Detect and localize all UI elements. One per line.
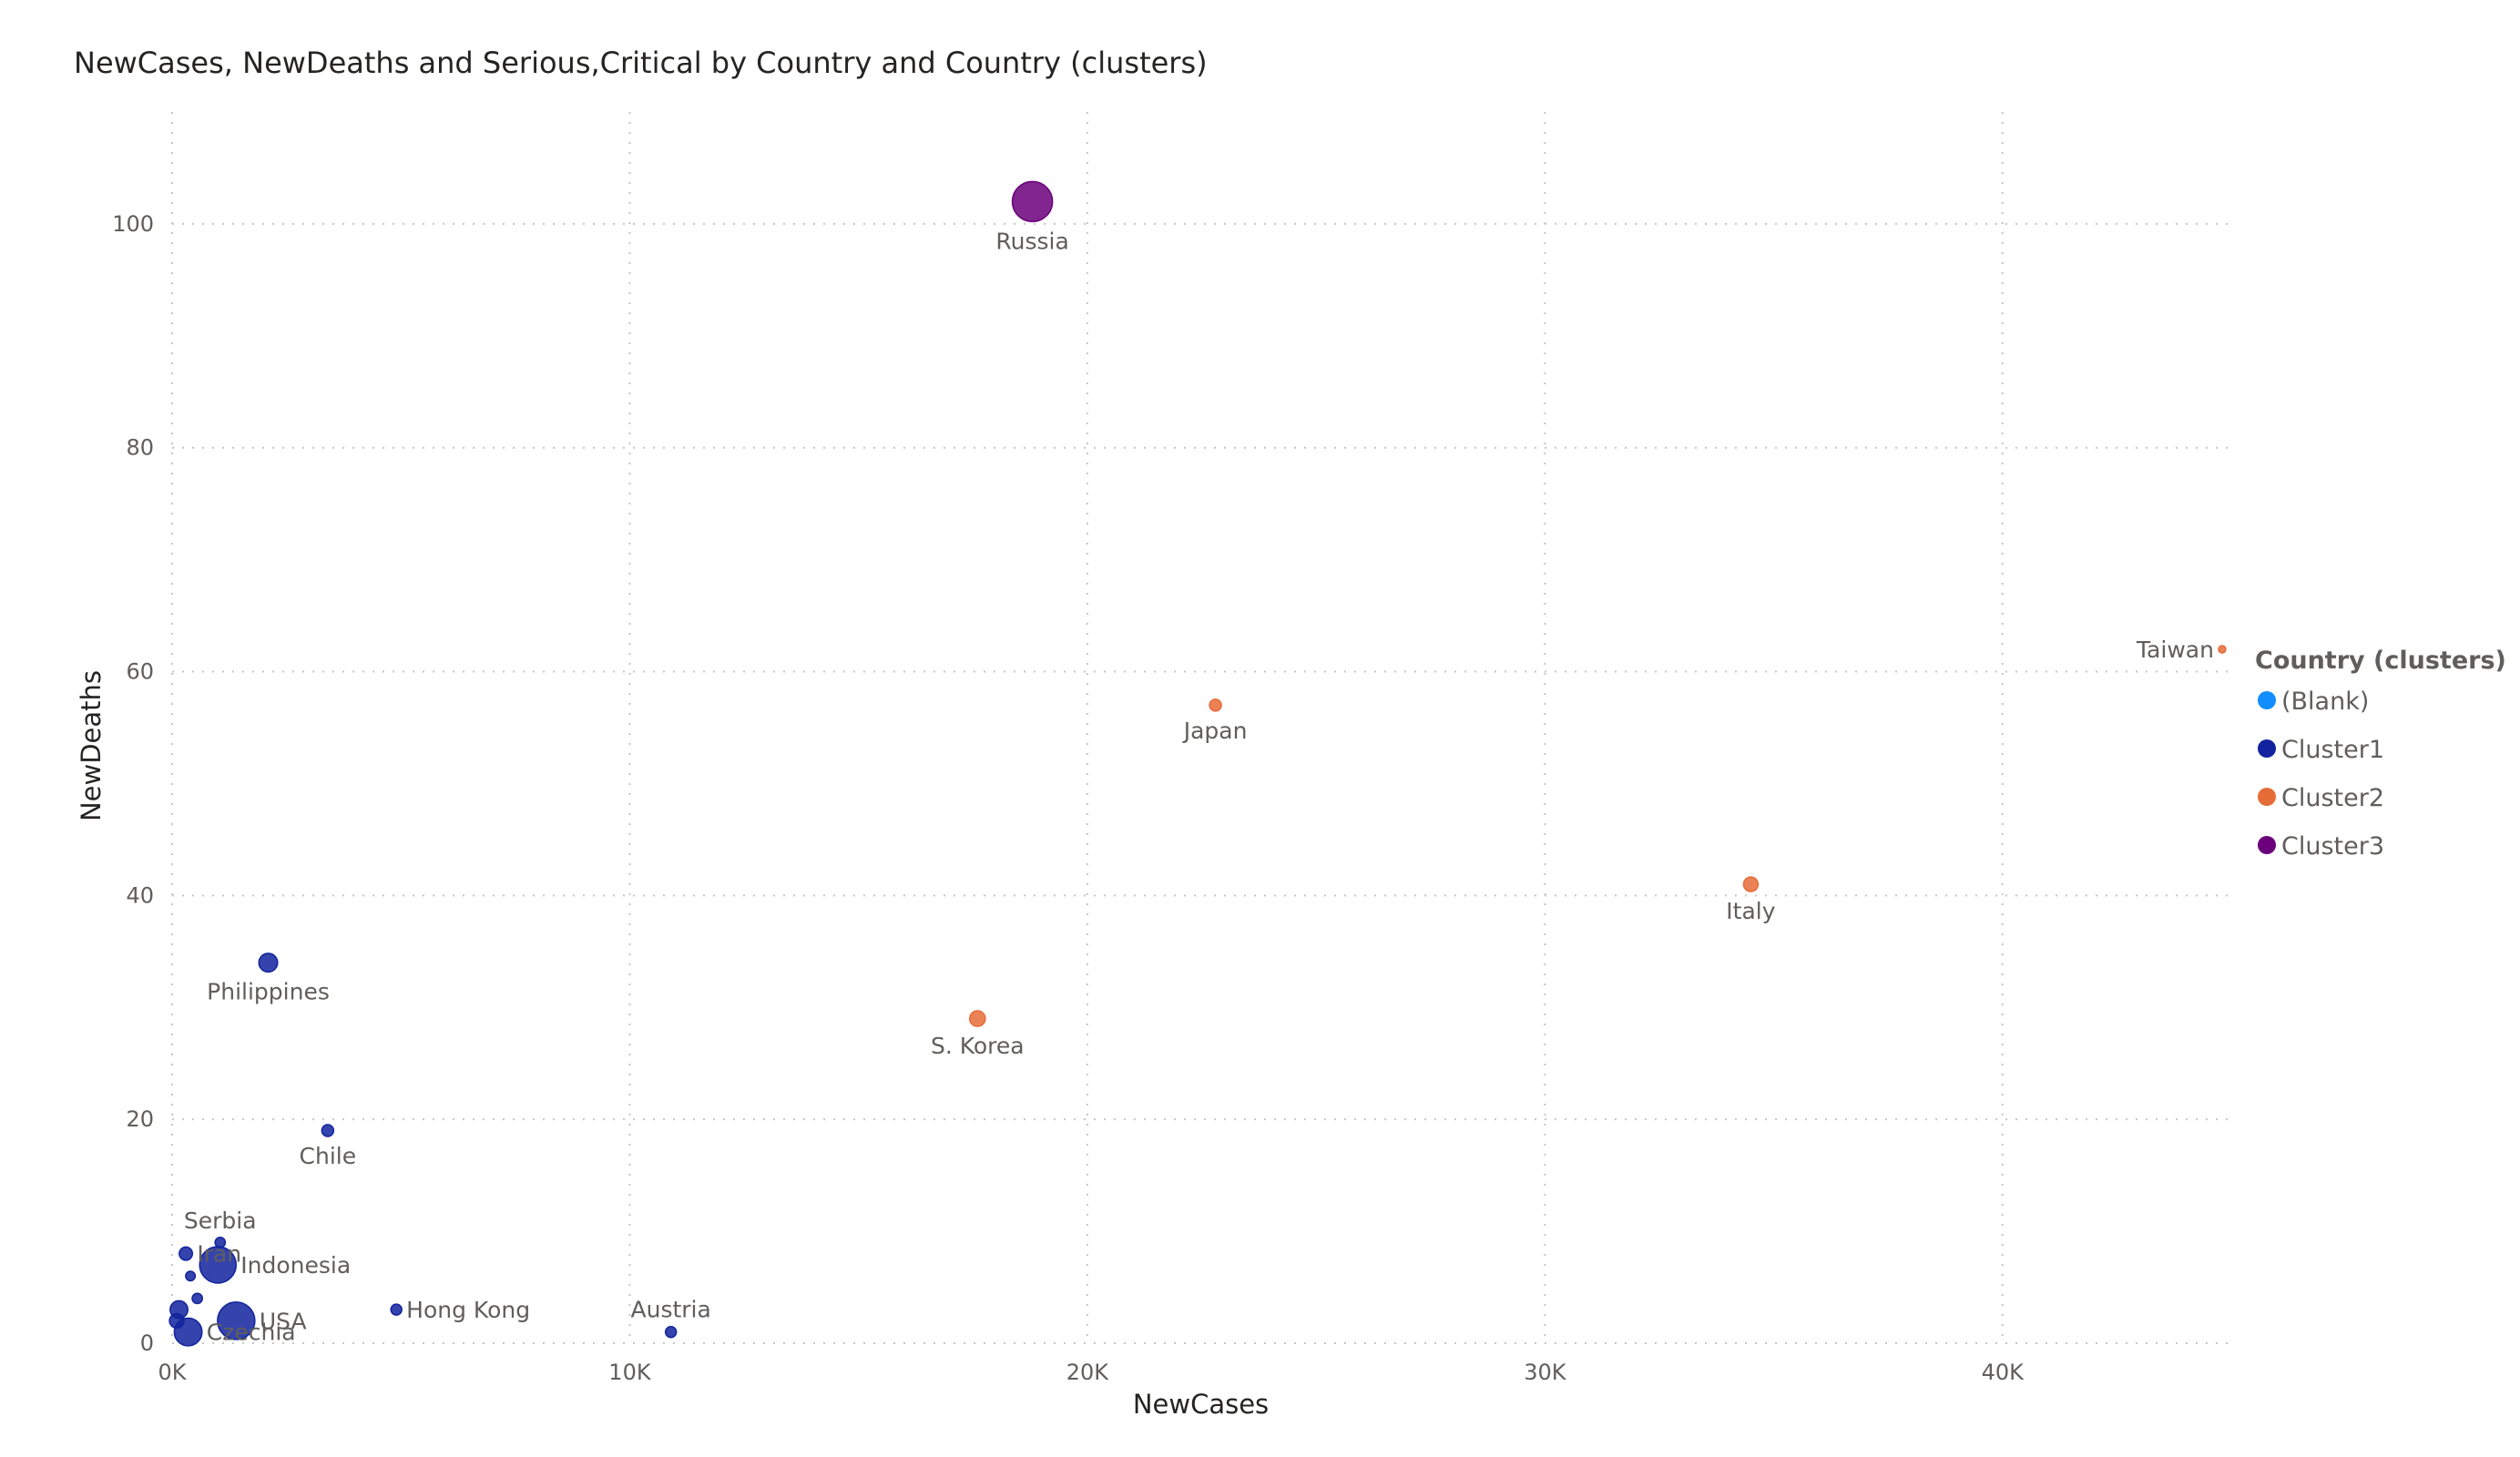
data-point-s-korea bbox=[968, 1010, 986, 1027]
legend-marker-cluster2 bbox=[2258, 788, 2276, 806]
point-label-taiwan: Taiwan bbox=[2136, 637, 2214, 663]
point-label-indonesia: Indonesia bbox=[240, 1252, 351, 1279]
y-tick-label: 0 bbox=[140, 1330, 154, 1356]
point-label-hong-kong: Hong Kong bbox=[406, 1297, 530, 1323]
point-layer bbox=[168, 180, 2227, 1347]
y-tick-label: 100 bbox=[112, 211, 154, 237]
point-label-italy: Italy bbox=[1726, 898, 1775, 924]
point-label-s-korea: S. Korea bbox=[931, 1033, 1025, 1059]
x-tick-label: 0K bbox=[158, 1360, 187, 1385]
data-point-austria bbox=[664, 1325, 678, 1339]
data-point-chile bbox=[321, 1124, 335, 1137]
legend-label--blank-: (Blank) bbox=[2281, 688, 2369, 716]
data-point-unlabeled bbox=[191, 1292, 204, 1305]
data-point-hong-kong bbox=[390, 1303, 403, 1316]
x-tick-label: 30K bbox=[1524, 1360, 1567, 1385]
y-axis-title: NewDeaths bbox=[76, 670, 107, 821]
legend-marker-cluster1 bbox=[2258, 739, 2276, 758]
y-tick-label: 40 bbox=[126, 882, 154, 908]
data-point-taiwan bbox=[2218, 645, 2227, 654]
data-point-unlabeled bbox=[168, 1312, 185, 1330]
point-label-austria: Austria bbox=[631, 1297, 711, 1323]
x-tick-label: 40K bbox=[1982, 1360, 2025, 1385]
y-tick-label: 80 bbox=[126, 435, 154, 461]
x-tick-label: 10K bbox=[608, 1360, 652, 1385]
point-label-chile: Chile bbox=[300, 1143, 357, 1169]
data-point-philippines bbox=[258, 953, 279, 973]
legend-marker--blank- bbox=[2258, 691, 2276, 709]
data-point-iran bbox=[179, 1246, 194, 1261]
chart-title: NewCases, NewDeaths and Serious,Critical… bbox=[74, 46, 1208, 80]
label-layer: Russia Taiwan Japan Italy S. Korea Philippine… bbox=[184, 228, 2214, 1345]
data-point-russia bbox=[1011, 180, 1054, 223]
legend-marker-cluster3 bbox=[2258, 836, 2276, 854]
tick-layer: 0 20 40 60 80 100 0K 10K 20K 30K 40K bbox=[112, 211, 2025, 1385]
data-point-serbia bbox=[214, 1237, 227, 1248]
x-tick-label: 20K bbox=[1066, 1360, 1110, 1385]
point-label-philippines: Philippines bbox=[207, 978, 330, 1004]
legend-label-cluster2: Cluster2 bbox=[2281, 784, 2384, 812]
point-label-russia: Russia bbox=[995, 228, 1068, 254]
legend-label-cluster1: Cluster1 bbox=[2281, 736, 2384, 764]
y-tick-label: 20 bbox=[126, 1106, 154, 1132]
legend-label-cluster3: Cluster3 bbox=[2281, 832, 2384, 861]
point-label-czechia: Czechia bbox=[207, 1319, 296, 1346]
data-point-usa bbox=[217, 1301, 256, 1340]
point-label-iran: Iran bbox=[197, 1241, 241, 1268]
x-axis-title: NewCases bbox=[1133, 1389, 1269, 1420]
legend-title: Country (clusters) bbox=[2255, 647, 2506, 675]
point-label-usa: USA bbox=[260, 1308, 307, 1334]
data-point-unlabeled bbox=[185, 1270, 197, 1282]
data-point-japan bbox=[1209, 698, 1222, 712]
y-tick-label: 60 bbox=[126, 659, 154, 685]
legend: Country (clusters) (Blank) Cluster1 Cluste… bbox=[2255, 647, 2506, 861]
point-label-serbia: Serbia bbox=[184, 1207, 257, 1234]
data-point-italy bbox=[1742, 876, 1760, 892]
point-label-japan: Japan bbox=[1182, 718, 1248, 744]
